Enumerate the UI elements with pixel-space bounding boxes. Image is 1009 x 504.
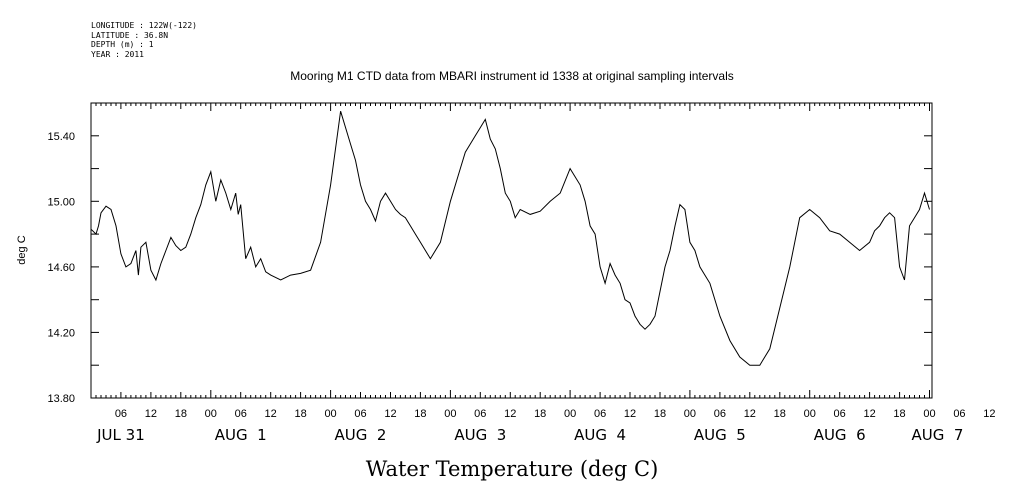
x-tick-label: 06: [594, 408, 606, 420]
x-tick-label: 12: [145, 408, 157, 420]
x-tick-label: 18: [774, 408, 786, 420]
day-label: AUG 2: [335, 426, 387, 444]
x-tick-label: 12: [983, 408, 995, 420]
y-tick-label: 13.80: [47, 393, 75, 405]
x-tick-label: 18: [893, 408, 905, 420]
x-day-labels: JUL 31 AUG 1 AUG 2 AUG 3 AUG 4 AUG 5 AUG 6 AUG …: [96, 426, 963, 444]
x-tick-label: 00: [324, 408, 336, 420]
meta-year: YEAR : 2011: [91, 49, 144, 59]
y-tick-label: 14.20: [47, 327, 75, 339]
x-tick-label: 06: [714, 408, 726, 420]
temperature-series-line: [90, 111, 930, 366]
plot-frame: [90, 102, 933, 399]
chart-title: Mooring M1 CTD data from MBARI instrumen…: [290, 69, 734, 83]
y-tick-label: 15.00: [47, 196, 75, 208]
x-tick-label: 12: [384, 408, 396, 420]
x-tick-label: 06: [834, 408, 846, 420]
day-label: AUG 5: [694, 426, 746, 444]
x-tick-label: 12: [863, 408, 875, 420]
x-tick-label: 06: [354, 408, 366, 420]
x-tick-label: 06: [474, 408, 486, 420]
meta-latitude: LATITUDE : 36.8N: [91, 30, 169, 40]
y-ticks: 13.80 14.20 14.60 15.00 15.40: [47, 102, 932, 405]
x-tick-label: 00: [684, 408, 696, 420]
day-label: JUL 31: [96, 426, 145, 444]
day-label: AUG 3: [454, 426, 506, 444]
y-tick-label: 14.60: [47, 262, 75, 274]
x-tick-label: 12: [744, 408, 756, 420]
x-tick-label: 00: [804, 408, 816, 420]
x-tick-label: 00: [564, 408, 576, 420]
x-ticks: [90, 103, 930, 398]
x-tick-label: 12: [265, 408, 277, 420]
x-tick-label: 18: [175, 408, 187, 420]
x-axis-label: Water Temperature (deg C): [366, 457, 659, 481]
x-tick-label: 06: [235, 408, 247, 420]
x-hour-labels: 06 12 18 00 06 12 18 00 06 12 18 00 06 12 18 00 06 12 18 00…: [115, 408, 996, 420]
day-label: AUG 7: [912, 426, 964, 444]
series-group: [90, 111, 930, 366]
day-label: AUG 4: [574, 426, 626, 444]
x-tick-label: 18: [295, 408, 307, 420]
x-tick-label: 00: [444, 408, 456, 420]
y-axis-label: deg C: [16, 235, 28, 264]
x-tick-label: 06: [115, 408, 127, 420]
meta-longitude: LONGITUDE : 122W(-122): [91, 21, 197, 30]
x-tick-label: 06: [953, 408, 965, 420]
metadata-block: LONGITUDE : 122W(-122) LATITUDE : 36.8N DE…: [91, 21, 197, 59]
x-tick-label: 00: [205, 408, 217, 420]
x-tick-label: 18: [654, 408, 666, 420]
day-label: AUG 1: [215, 426, 267, 444]
x-tick-label: 00: [923, 408, 935, 420]
day-label: AUG 6: [814, 426, 866, 444]
x-tick-label: 12: [624, 408, 636, 420]
y-tick-label: 15.40: [47, 131, 75, 143]
meta-depth: DEPTH (m) : 1: [91, 40, 154, 49]
x-tick-label: 18: [534, 408, 546, 420]
x-tick-label: 12: [504, 408, 516, 420]
x-tick-label: 18: [414, 408, 426, 420]
